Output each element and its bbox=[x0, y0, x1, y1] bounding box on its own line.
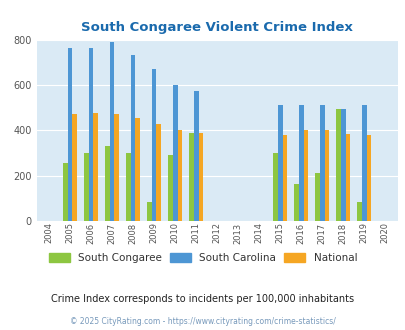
Bar bbox=[130, 55, 135, 221]
Bar bbox=[198, 133, 202, 221]
Bar bbox=[189, 133, 194, 221]
Bar bbox=[63, 163, 68, 221]
Bar bbox=[319, 105, 324, 221]
Bar bbox=[151, 69, 156, 221]
Bar bbox=[273, 153, 277, 221]
Bar bbox=[361, 105, 366, 221]
Bar bbox=[147, 202, 151, 221]
Bar bbox=[298, 105, 303, 221]
Bar bbox=[277, 105, 282, 221]
Bar bbox=[345, 134, 350, 221]
Bar bbox=[356, 202, 361, 221]
Bar bbox=[366, 135, 370, 221]
Bar bbox=[335, 109, 340, 221]
Text: Crime Index corresponds to incidents per 100,000 inhabitants: Crime Index corresponds to incidents per… bbox=[51, 294, 354, 304]
Legend: South Congaree, South Carolina, National: South Congaree, South Carolina, National bbox=[45, 249, 360, 267]
Bar bbox=[324, 130, 328, 221]
Bar bbox=[105, 146, 110, 221]
Bar bbox=[110, 42, 114, 221]
Bar bbox=[194, 91, 198, 221]
Bar bbox=[294, 184, 298, 221]
Bar bbox=[168, 155, 173, 221]
Bar bbox=[114, 115, 119, 221]
Bar bbox=[156, 123, 161, 221]
Bar bbox=[68, 48, 72, 221]
Bar bbox=[89, 48, 93, 221]
Bar bbox=[126, 153, 130, 221]
Bar bbox=[282, 135, 286, 221]
Bar bbox=[93, 113, 98, 221]
Bar bbox=[173, 85, 177, 221]
Bar bbox=[72, 115, 77, 221]
Bar bbox=[135, 118, 140, 221]
Bar bbox=[177, 130, 182, 221]
Bar bbox=[84, 153, 89, 221]
Bar bbox=[340, 109, 345, 221]
Title: South Congaree Violent Crime Index: South Congaree Violent Crime Index bbox=[81, 21, 352, 34]
Bar bbox=[303, 130, 307, 221]
Bar bbox=[315, 174, 319, 221]
Text: © 2025 CityRating.com - https://www.cityrating.com/crime-statistics/: © 2025 CityRating.com - https://www.city… bbox=[70, 317, 335, 326]
